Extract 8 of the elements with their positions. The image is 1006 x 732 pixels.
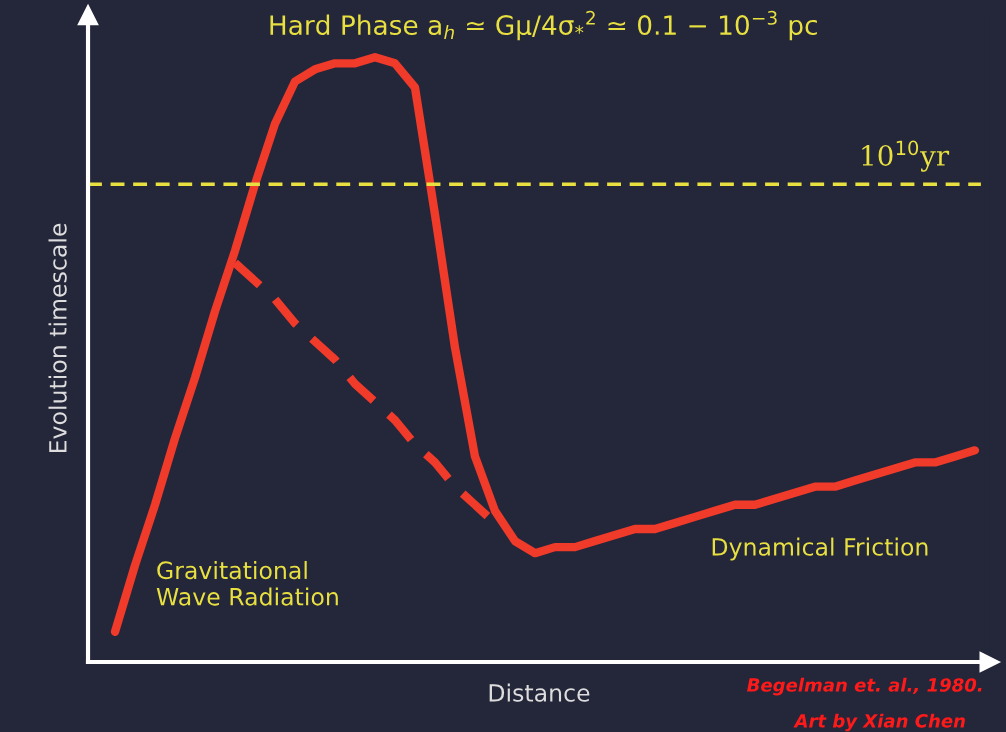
chart-title: Hard Phase a$_{h}$ ≃ Gμ/4σ$_{*}$$^{2}$ ≃ 0.1 − 10$^{−3}$ pc: [270, 10, 817, 41]
annotation: Gravitational Wave Radiation: [156, 560, 338, 606]
x-axis-title: Distance: [489, 683, 590, 702]
annotation: Dynamical Friction: [712, 537, 928, 561]
text: Art by Xian Chen: [793, 713, 965, 732]
text: Begelman et. al., 1980.: [747, 677, 982, 696]
y-axis-title: Evolution timescale: [48, 223, 67, 453]
ref-line-label: 10$^{10}$yr: [862, 140, 950, 172]
